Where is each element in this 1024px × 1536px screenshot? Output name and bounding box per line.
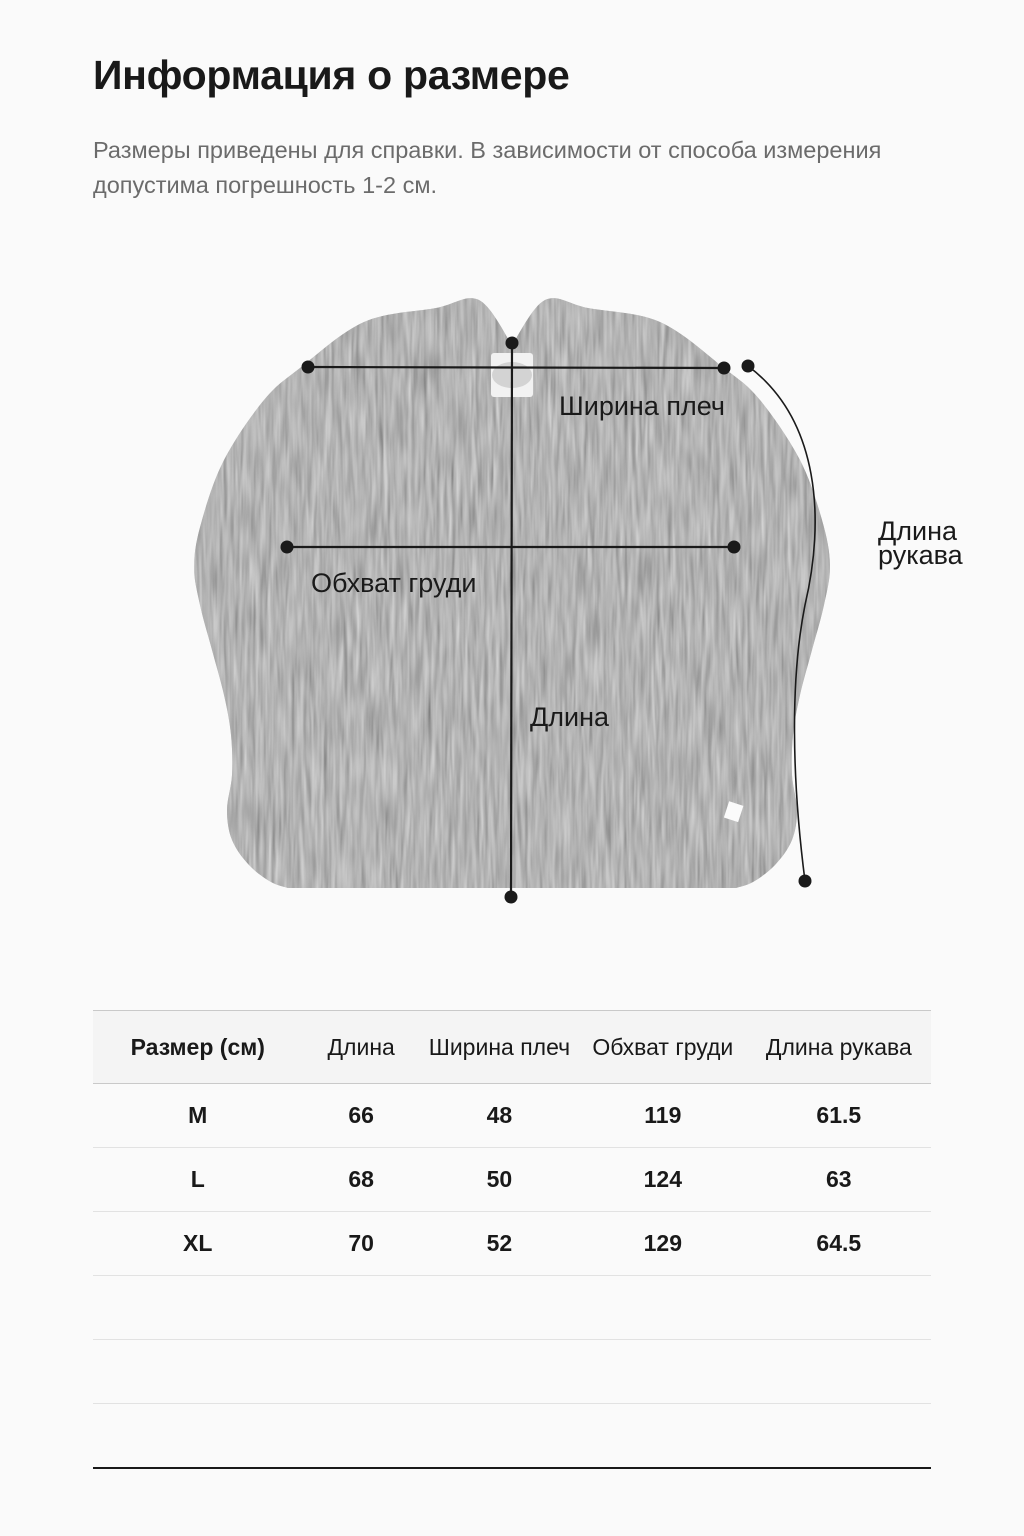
svg-text:рукава: рукава xyxy=(878,540,964,570)
svg-text:Ширина плеч: Ширина плеч xyxy=(559,391,725,421)
svg-text:Обхват груди: Обхват груди xyxy=(311,568,476,598)
svg-text:Длина: Длина xyxy=(530,702,610,732)
